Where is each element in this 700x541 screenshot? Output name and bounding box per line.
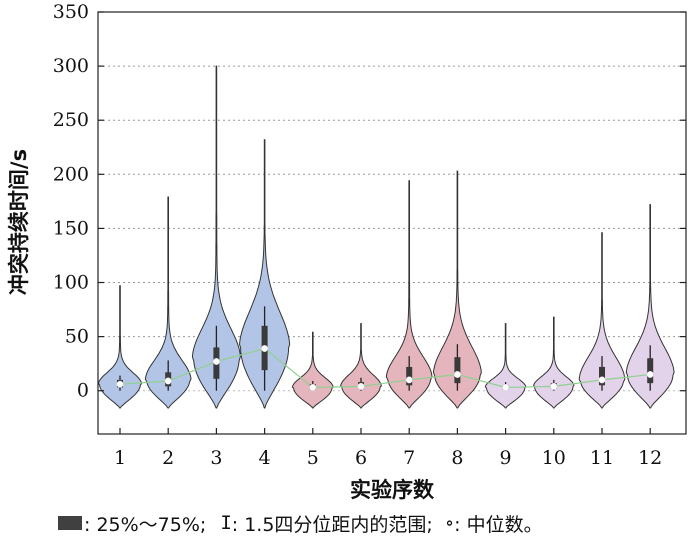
legend: : 25%～75%; I : 1.5四分位距内的范围; ∘ : 中位数。 [58, 510, 543, 536]
median-dot-3 [212, 358, 220, 365]
violin-2 [144, 196, 192, 409]
y-tick-label: 350 [53, 1, 89, 23]
x-tick-label: 2 [162, 447, 174, 469]
violin-5 [291, 331, 334, 409]
legend-box-label: : 25%～75%; [84, 513, 207, 536]
median-dot-10 [550, 382, 558, 390]
x-tick-label: 9 [500, 447, 512, 469]
violin-1 [97, 285, 143, 409]
median-dot-4 [261, 345, 269, 352]
median-dot-6 [357, 382, 365, 390]
y-tick-label: 100 [53, 272, 89, 294]
median-dot-2 [164, 377, 172, 385]
x-tick-label: 6 [355, 447, 367, 469]
median-trend-line [119, 347, 651, 389]
x-tick-label: 1 [114, 447, 126, 469]
violin-7 [385, 180, 433, 409]
y-tick-label: 150 [53, 217, 89, 239]
x-tick-label: 3 [210, 447, 222, 469]
x-tick-label: 5 [307, 447, 319, 469]
y-tick-label: 0 [77, 380, 89, 402]
x-tick-label: 11 [590, 447, 614, 469]
violin-3 [191, 65, 241, 409]
legend-median-symbol: ∘ [444, 512, 455, 534]
legend-whisker-symbol: I [220, 512, 232, 534]
violin-6 [340, 323, 382, 409]
violin-4 [238, 139, 291, 409]
plot-frame [97, 11, 687, 435]
y-tick-label: 250 [53, 109, 89, 131]
y-tick-label: 50 [65, 326, 89, 348]
y-axis-ticks: 0 50 100 150 200 250 300 350 [53, 1, 686, 402]
x-axis-ticks: 1 2 3 4 5 6 7 8 9 10 11 12 [114, 428, 662, 469]
x-axis-title: 实验序数 [350, 478, 435, 502]
median-polyline [119, 347, 651, 389]
x-tick-label: 8 [451, 447, 463, 469]
legend-median-label: : 中位数。 [454, 513, 543, 536]
median-dot-8 [453, 371, 461, 378]
x-tick-label: 7 [403, 447, 415, 469]
violins [97, 65, 675, 409]
violin-8 [432, 170, 482, 409]
violin-10 [533, 316, 575, 409]
legend-whisker-label: : 1.5四分位距内的范围; [231, 513, 433, 536]
x-tick-label: 12 [638, 447, 662, 469]
y-tick-label: 300 [53, 55, 89, 77]
box-plots [116, 306, 654, 391]
median-dot-9 [502, 384, 510, 391]
legend-box-swatch [58, 516, 82, 530]
iqr-box-7 [406, 366, 413, 386]
median-dot-7 [405, 376, 413, 384]
iqr-box-8 [454, 357, 461, 384]
y-tick-label: 200 [53, 163, 89, 185]
median-dot-11 [598, 376, 606, 384]
violin-12 [625, 204, 675, 409]
iqr-box-12 [647, 358, 654, 384]
x-tick-label: 10 [542, 447, 566, 469]
violin-11 [578, 232, 626, 409]
median-dot-12 [646, 371, 654, 378]
iqr-box-11 [599, 366, 605, 386]
x-tick-label: 4 [259, 447, 271, 469]
median-dot-5 [309, 384, 317, 391]
y-axis-title: 冲突持续时间/s [7, 149, 31, 295]
median-dot-1 [116, 380, 124, 388]
